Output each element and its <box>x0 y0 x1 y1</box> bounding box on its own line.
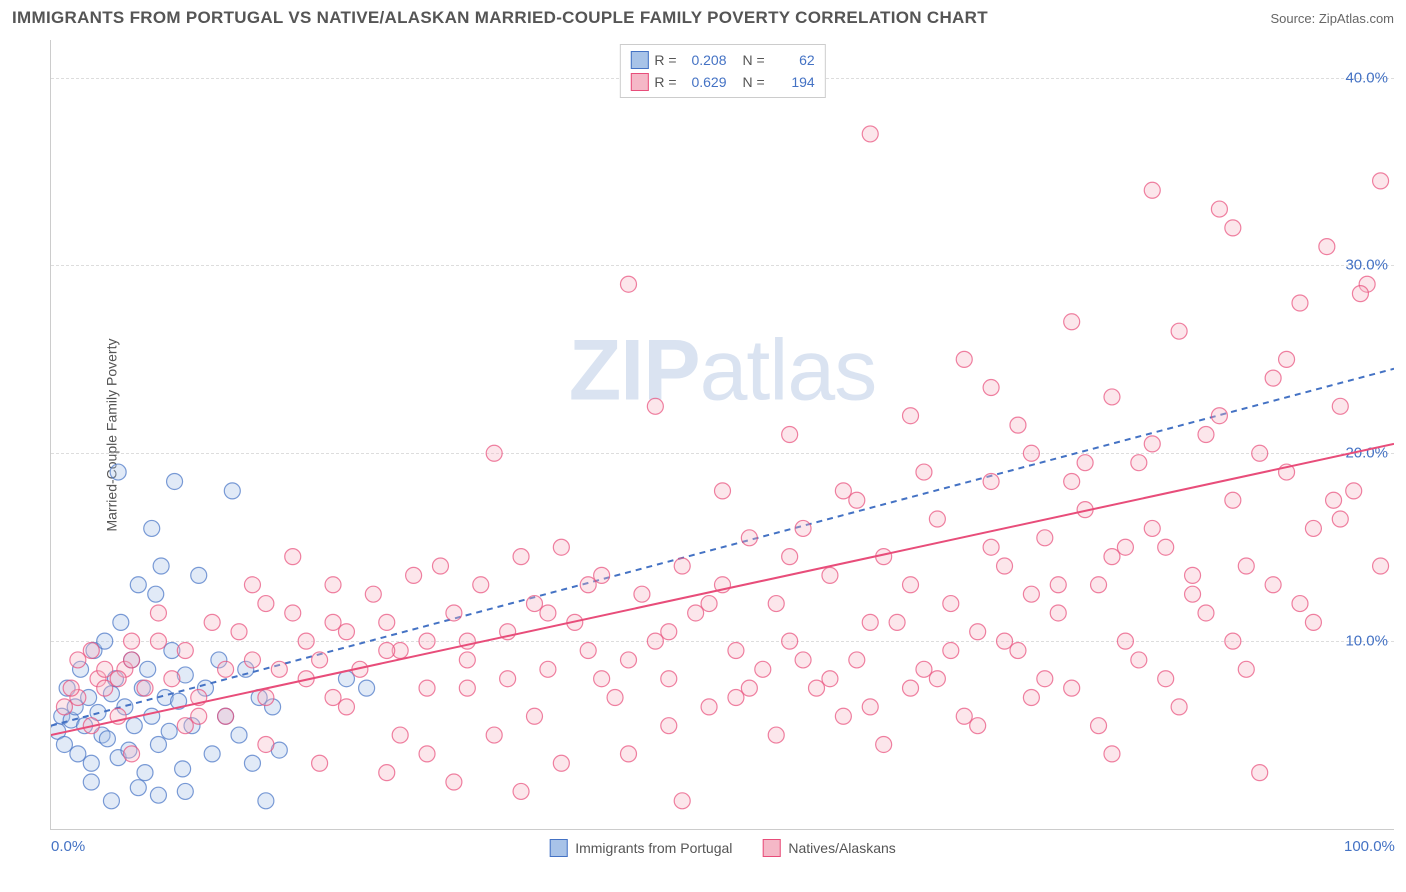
legend-series: Immigrants from Portugal Natives/Alaskan… <box>549 839 896 857</box>
legend-item-immigrants: Immigrants from Portugal <box>549 839 732 857</box>
x-tick-label: 100.0% <box>1344 838 1395 855</box>
legend-row-series2: R = 0.629 N = 194 <box>630 71 814 93</box>
chart-title: IMMIGRANTS FROM PORTUGAL VS NATIVE/ALASK… <box>12 8 988 28</box>
legend-item-natives: Natives/Alaskans <box>762 839 895 857</box>
legend-correlation: R = 0.208 N = 62 R = 0.629 N = 194 <box>619 44 825 98</box>
chart-area: Married-Couple Family Poverty ZIPatlas R… <box>50 40 1394 830</box>
legend-row-series1: R = 0.208 N = 62 <box>630 49 814 71</box>
chart-source: Source: ZipAtlas.com <box>1270 11 1394 26</box>
legend-swatch-pink <box>630 73 648 91</box>
scatter-plot-svg <box>51 40 1394 829</box>
x-tick-label: 0.0% <box>51 838 85 855</box>
chart-header: IMMIGRANTS FROM PORTUGAL VS NATIVE/ALASK… <box>0 0 1406 36</box>
legend-swatch-blue <box>630 51 648 69</box>
